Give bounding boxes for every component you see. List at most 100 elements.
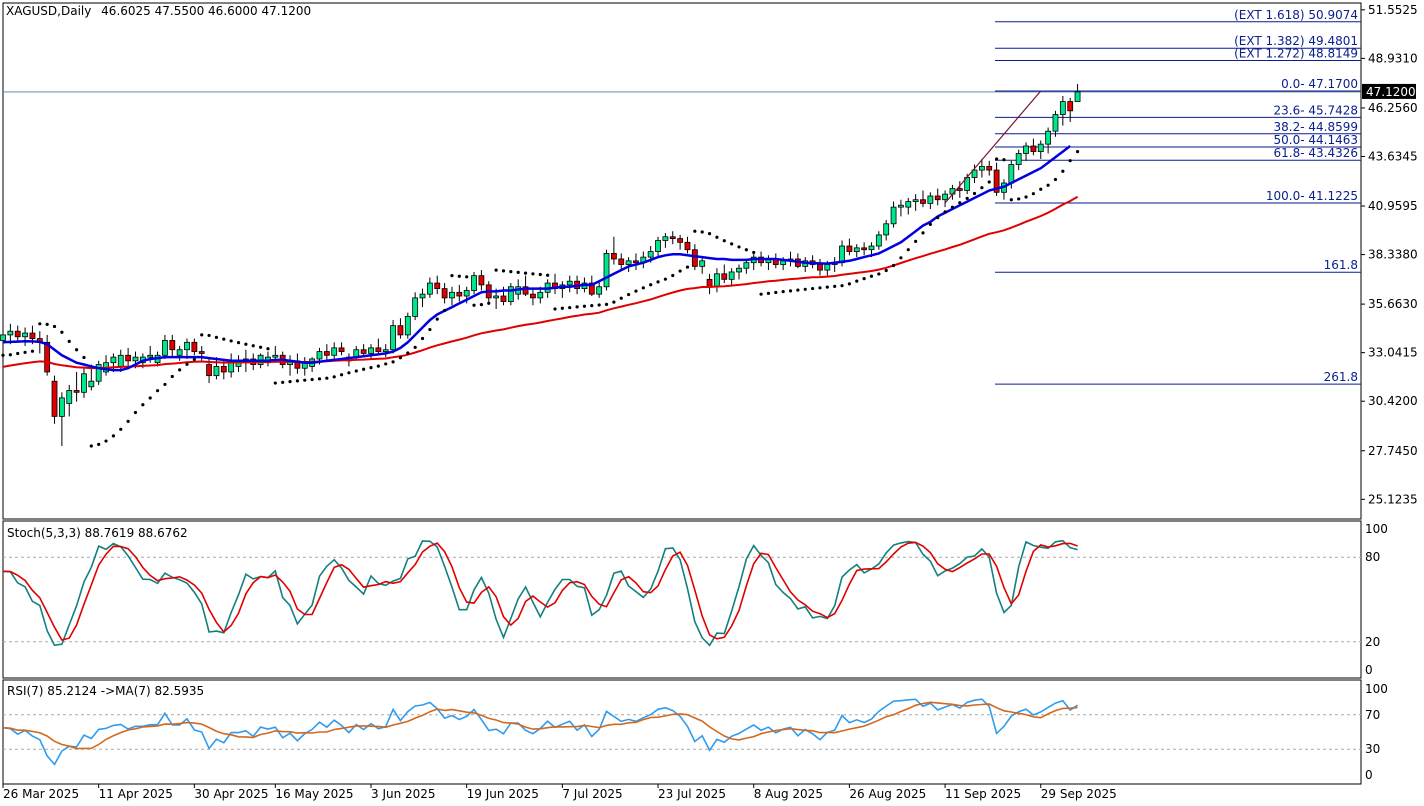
candle-body (81, 373, 87, 393)
parabolic-sar-dot (788, 289, 793, 293)
candle-body (7, 330, 14, 336)
parabolic-sar-dot (465, 275, 469, 279)
price-axis-label: 51.5525 (1368, 3, 1418, 17)
candle-body (162, 340, 168, 356)
parabolic-sar-dot (1061, 169, 1065, 173)
parabolic-sar-dot (30, 349, 35, 353)
parabolic-sar-dot (972, 191, 977, 196)
candle-body (323, 351, 330, 356)
date-axis-label: 26 Aug 2025 (849, 787, 926, 801)
candle-body (883, 223, 890, 236)
candle-body (655, 240, 661, 252)
parabolic-sar-dot (413, 345, 417, 349)
candle-body (743, 262, 750, 269)
candle-body (441, 288, 448, 299)
candle-body (934, 195, 941, 201)
parabolic-sar-dot (229, 339, 233, 343)
slow-moving-average-line (2, 195, 1079, 370)
parabolic-sar-dot (406, 351, 410, 355)
candle-body (220, 365, 227, 373)
candle-body (456, 291, 463, 297)
candle-body (375, 347, 382, 352)
fib-level-label: 0.0- 47.1700 (1281, 77, 1358, 91)
parabolic-sar-dot (840, 284, 844, 288)
rsi-label: RSI(7) 85.2124 ->MA(7) 82.5935 (7, 684, 204, 698)
parabolic-sar-dot (1009, 198, 1013, 202)
candle-body (117, 354, 124, 367)
parabolic-sar-dot (649, 283, 653, 287)
axes: 51.5525 48.9310 46.2560 43.6345 40.9595 38.33… (2, 3, 1418, 801)
candle-body (596, 286, 603, 295)
candle-body (610, 253, 617, 260)
candle-body (956, 188, 963, 191)
candle-body (338, 347, 345, 352)
parabolic-sar-dot (531, 272, 535, 276)
parabolic-sar-dot (163, 382, 167, 387)
parabolic-sar-dot (310, 377, 314, 382)
parabolic-sar-dot (634, 289, 638, 293)
parabolic-sar-dot (398, 356, 403, 360)
candle-body (647, 251, 654, 258)
parabolic-sar-dot (906, 248, 910, 252)
parabolic-sar-dot (869, 274, 874, 278)
candle-body (912, 199, 919, 202)
parabolic-sar-dot (362, 367, 366, 371)
parabolic-sar-dot (45, 322, 49, 326)
candle-body (905, 201, 912, 208)
parabolic-sar-dot (479, 303, 483, 307)
parabolic-sar-dot (958, 201, 962, 205)
candle-body (971, 169, 978, 178)
candle-body (1074, 91, 1081, 102)
candle-body (875, 234, 882, 247)
parabolic-sar-dot (693, 229, 697, 233)
parabolic-sar-dot (119, 427, 123, 431)
parabolic-sar-dot (23, 350, 27, 354)
parabolic-sar-dot (38, 322, 42, 326)
fib-level-label: (EXT 1.382) 49.4801 (1234, 34, 1358, 48)
parabolic-sar-dot (494, 268, 498, 272)
date-axis-label: 29 Sep 2025 (1041, 787, 1117, 801)
parabolic-sar-dot (148, 396, 152, 400)
candle-body (419, 293, 426, 299)
parabolic-sar-dot (833, 284, 837, 288)
parabolic-sar-dot (354, 369, 358, 373)
date-axis-label: 7 Jul 2025 (562, 787, 622, 801)
parabolic-sar-dot (141, 403, 145, 407)
parabolic-sar-dot (82, 355, 86, 360)
parabolic-sar-dot (597, 303, 601, 307)
candle-body (706, 278, 713, 288)
date-axis-label: 23 Jul 2025 (658, 787, 726, 801)
parabolic-sar-dot (936, 216, 940, 220)
parabolic-sar-dot (339, 373, 344, 377)
main-price-pane[interactable]: (EXT 1.618) 50.9074 (EXT 1.382) 49.4801(E… (0, 2, 1362, 520)
candle-body (147, 354, 154, 358)
candle-body (530, 293, 536, 299)
rsi-pane[interactable] (2, 679, 1362, 785)
candle-body (662, 236, 669, 241)
candle-body (404, 315, 411, 336)
parabolic-sar-dot (965, 196, 969, 201)
candle-body (1023, 145, 1029, 154)
parabolic-sar-dot (376, 364, 380, 368)
candle-body (1059, 101, 1066, 115)
stoch-level-label: 0 (1365, 663, 1373, 677)
candle-body (868, 245, 875, 251)
candle-body (728, 271, 735, 280)
parabolic-sar-dot (1039, 187, 1043, 191)
parabolic-sar-dot (803, 287, 807, 291)
candle-body (14, 330, 21, 338)
date-axis-label: 30 Apr 2025 (194, 787, 268, 801)
candle-body (316, 351, 323, 360)
candle-body (58, 397, 65, 417)
parabolic-sar-dot (641, 286, 645, 290)
parabolic-sar-dot (60, 330, 64, 334)
parabolic-sar-dot (855, 279, 859, 283)
candle-body (846, 245, 853, 252)
rsi-level-label: 70 (1365, 708, 1380, 722)
candle-body (824, 264, 831, 271)
candle-body (691, 249, 698, 267)
parabolic-sar-dot (722, 239, 726, 243)
parabolic-sar-dot (546, 273, 550, 277)
stochastic-pane[interactable] (2, 520, 1362, 679)
